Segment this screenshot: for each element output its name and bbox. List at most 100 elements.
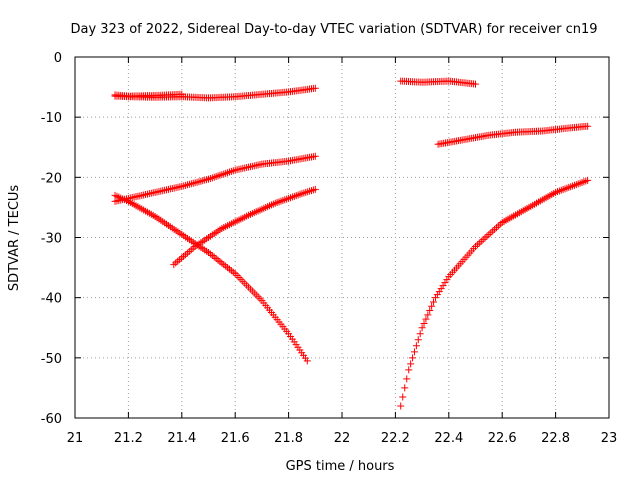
- data-point: [197, 177, 205, 185]
- data-point: [302, 188, 310, 196]
- data-point: [222, 262, 230, 270]
- data-point: [191, 179, 199, 187]
- data-point: [170, 261, 178, 269]
- data-point: [214, 172, 222, 180]
- data-point: [477, 237, 485, 245]
- x-tick-label: 23: [601, 431, 618, 446]
- y-tick-label: -20: [41, 171, 62, 186]
- data-point: [227, 267, 235, 275]
- series-8: [397, 176, 592, 410]
- y-tick-label: -60: [41, 412, 62, 427]
- data-point: [433, 291, 441, 299]
- data-point: [208, 174, 216, 182]
- data-point: [410, 348, 418, 356]
- data-point: [182, 181, 190, 189]
- data-point: [210, 253, 218, 261]
- data-point: [250, 289, 258, 297]
- data-point: [407, 360, 415, 368]
- data-point: [485, 230, 493, 238]
- data-point: [414, 336, 422, 344]
- data-points: [111, 77, 592, 410]
- data-point: [210, 173, 218, 181]
- data-point: [483, 232, 491, 240]
- data-point: [487, 229, 495, 237]
- data-point: [206, 174, 214, 182]
- data-point: [225, 168, 233, 176]
- data-point: [241, 279, 249, 287]
- data-point: [183, 249, 191, 257]
- series-4: [111, 191, 311, 365]
- data-point: [428, 302, 436, 310]
- data-point: [472, 80, 479, 88]
- data-point: [181, 251, 189, 259]
- y-tick-label: 0: [54, 51, 62, 66]
- data-point: [193, 178, 201, 186]
- data-point: [311, 185, 319, 193]
- data-point: [195, 178, 203, 186]
- x-tick-label: 22.4: [434, 431, 463, 446]
- data-point: [172, 259, 180, 267]
- x-tick-label: 21.6: [221, 431, 250, 446]
- data-point: [216, 171, 224, 179]
- data-point: [185, 247, 193, 255]
- data-point: [473, 241, 481, 249]
- data-point: [309, 186, 317, 194]
- data-point: [222, 169, 230, 177]
- data-point: [399, 393, 407, 401]
- data-point: [475, 239, 483, 247]
- x-tick-label: 21.2: [114, 431, 143, 446]
- data-point: [235, 273, 243, 281]
- data-point: [439, 282, 447, 290]
- data-point: [178, 182, 186, 190]
- data-point: [216, 258, 224, 266]
- data-point: [237, 275, 245, 283]
- series-1: [111, 84, 319, 102]
- data-point: [481, 234, 489, 242]
- data-point: [489, 227, 497, 235]
- data-point: [246, 285, 254, 293]
- data-point: [401, 384, 409, 392]
- series-2: [111, 90, 186, 100]
- series-3: [111, 152, 319, 205]
- data-point: [212, 255, 220, 263]
- data-point: [584, 122, 592, 130]
- data-point: [174, 257, 182, 265]
- x-tick-label: 22: [334, 431, 351, 446]
- data-point: [179, 252, 187, 260]
- data-point: [224, 169, 232, 177]
- data-point: [187, 246, 195, 254]
- data-point: [225, 265, 233, 273]
- data-point: [494, 222, 502, 230]
- data-point: [420, 319, 428, 327]
- data-point: [435, 288, 443, 296]
- x-tick-label: 22.8: [541, 431, 570, 446]
- x-tick-label: 21.8: [274, 431, 303, 446]
- x-axis-label: GPS time / hours: [286, 459, 395, 474]
- data-point: [304, 188, 312, 196]
- data-point: [303, 357, 311, 365]
- data-point: [220, 261, 228, 269]
- data-point: [224, 264, 232, 272]
- data-point: [218, 259, 226, 267]
- x-tick-label: 22.2: [381, 431, 410, 446]
- data-point: [239, 277, 247, 285]
- data-point: [212, 173, 220, 181]
- data-point: [409, 354, 417, 362]
- axis-ticks: 21 21.2 21.4 21.6 21.8 22 22.2 22.4 22.6 22.8 23 0 -…: [41, 51, 618, 446]
- data-point: [437, 285, 445, 293]
- data-point: [306, 187, 314, 195]
- data-point: [405, 366, 413, 374]
- data-point: [185, 180, 193, 188]
- data-point: [397, 402, 405, 410]
- data-point: [430, 298, 438, 306]
- y-tick-label: -40: [41, 292, 62, 307]
- series-5: [170, 185, 319, 269]
- data-point: [443, 276, 451, 284]
- data-point: [412, 342, 420, 350]
- data-point: [203, 176, 211, 184]
- data-point: [254, 293, 262, 301]
- data-point: [199, 177, 207, 185]
- data-point: [178, 254, 186, 262]
- data-point: [424, 311, 432, 319]
